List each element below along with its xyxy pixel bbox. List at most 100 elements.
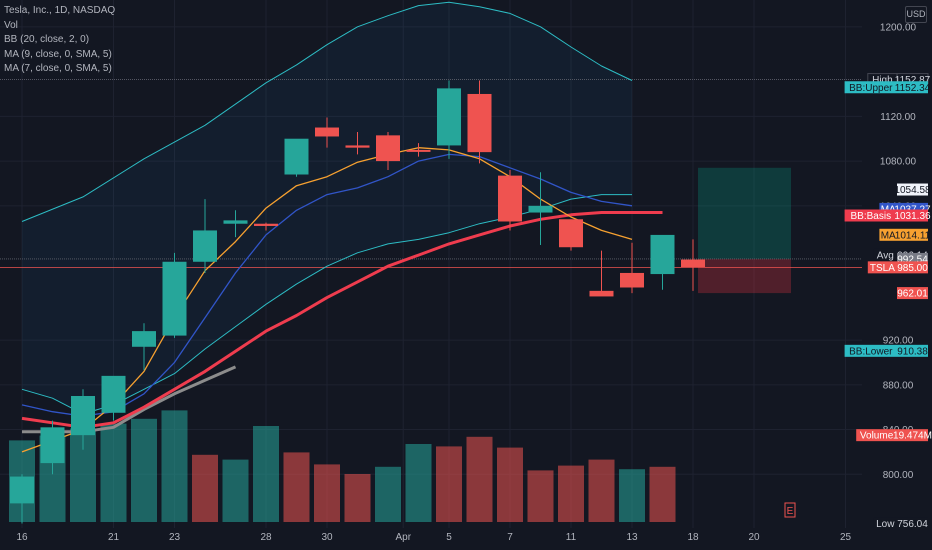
axis-tag-label: BB:Upper [849,83,893,94]
volume-bar [436,446,462,522]
legend-ma9[interactable]: MA (9, close, 0, SMA, 5) [4,48,112,60]
volume-bar [314,464,340,522]
candle-body[interactable] [620,272,644,288]
axis-tag-label: High [872,75,893,86]
candle-body[interactable] [162,261,187,336]
axis-tag-label: MA [881,230,896,241]
position-loss-zone[interactable] [698,258,791,294]
candle-body[interactable] [437,88,461,146]
x-tick-label: 5 [446,532,452,543]
candle-body[interactable] [467,93,492,153]
candle-body[interactable] [284,138,309,175]
axis-tag-label: Avg [877,250,894,261]
axis-tag-value: 1054.58 [894,185,931,196]
candle-body[interactable] [406,149,431,152]
legend-symbol[interactable]: Tesla, Inc., 1D, NASDAQ [4,5,116,16]
axis-tag-value-bg [897,261,928,274]
axis-tag-value: 19.474M [893,431,932,442]
candle-body[interactable] [681,259,705,268]
candle-body[interactable] [559,219,583,248]
axis-tag-value-bg [897,228,928,241]
ma7-line [21,147,633,453]
x-tick-label: 30 [321,532,333,543]
volume-bar [283,452,310,522]
volume-bar [466,436,493,522]
axis-tag-label-bg [844,81,897,94]
y-tick-label: 800.00 [883,470,914,481]
x-tick-label: 7 [507,532,513,543]
candle-body[interactable] [315,127,339,137]
x-tick-label: 16 [16,532,28,543]
volume-bar [161,410,188,522]
x-tick-label: 28 [260,532,272,543]
volume-bar [131,418,157,522]
candle-body[interactable] [132,331,156,347]
axis-tag-label-bg [844,344,897,357]
chart-legend: Tesla, Inc., 1D, NASDAQ Vol BB (20, clos… [4,4,115,77]
axis-tag-label-bg [867,261,897,274]
axis-tag-label: Low [876,519,895,530]
volume-bar [619,469,645,522]
axis-tag-value: 992.54 [897,254,928,265]
candle-body[interactable] [528,205,553,213]
volume-bar [405,444,432,522]
y-tick-label: 1080.00 [880,157,917,168]
candle-body[interactable] [223,220,248,224]
axis-tag-value: 985.00 [897,263,928,274]
axis-tag-value-bg [897,517,928,530]
earnings-marker[interactable] [784,502,796,518]
earnings-marker-label: E [787,506,794,517]
axis-tag-label-bg [856,429,897,442]
x-tick-label: 25 [840,532,852,543]
volume-bar [527,470,554,522]
candle-body[interactable] [40,427,65,464]
bb-upper-line [21,1,633,222]
candle-body[interactable] [345,145,370,148]
position-profit-zone[interactable] [698,167,791,259]
y-tick-label: 880.00 [883,380,914,391]
y-tick-label: 920.00 [883,336,914,347]
volume-bar [375,466,401,522]
axis-tag-label: BB:Lower [849,346,893,357]
axis-tag-label: BB:Basis [851,211,892,222]
currency-button[interactable]: USD [905,6,927,23]
volume-bar [344,474,371,522]
axis-tag-value-bg [897,344,928,357]
volume-bar [192,454,218,522]
volume-bar [222,459,249,522]
axis-tag-label-bg [873,248,897,261]
candle-body[interactable] [71,396,95,436]
axis-tag-value: 1152.34 [895,83,931,94]
time-axis[interactable] [0,528,932,550]
x-tick-label: Apr [395,532,411,543]
candle-body[interactable] [10,476,34,504]
axis-tag-label: TSLA [870,263,895,274]
axis-tag-label-bg [844,209,897,222]
candle-body[interactable] [498,175,522,222]
candle-body[interactable] [589,290,614,297]
axis-tag-value: 1014.11 [895,230,931,241]
x-tick-label: 18 [687,532,699,543]
axis-tag-label: Volume [860,431,894,442]
legend-bb[interactable]: BB (20, close, 2, 0) [4,34,90,45]
y-tick-label: 1120.00 [880,112,916,123]
candle-body[interactable] [254,223,278,226]
axis-tag-value: 1031.36 [894,211,931,222]
candle-body[interactable] [101,375,126,413]
legend-ma7[interactable]: MA (7, close, 0, SMA, 5) [4,63,112,74]
legend-vol[interactable]: Vol [4,19,18,31]
y-tick-label: 1200.00 [880,22,917,33]
x-tick-label: 13 [626,532,638,543]
candle-body[interactable] [376,135,400,162]
x-tick-label: 21 [108,532,120,543]
x-tick-label: 11 [566,532,577,543]
axis-tag-label-bg [879,228,897,241]
axis-tag-value: 1152.87 [895,75,931,86]
candle-body[interactable] [650,234,675,275]
volume-bar [649,466,676,522]
x-tick-label: 20 [748,532,760,543]
volume-bar [497,447,523,522]
candle-body[interactable] [193,230,217,262]
volume-bar [100,423,127,522]
